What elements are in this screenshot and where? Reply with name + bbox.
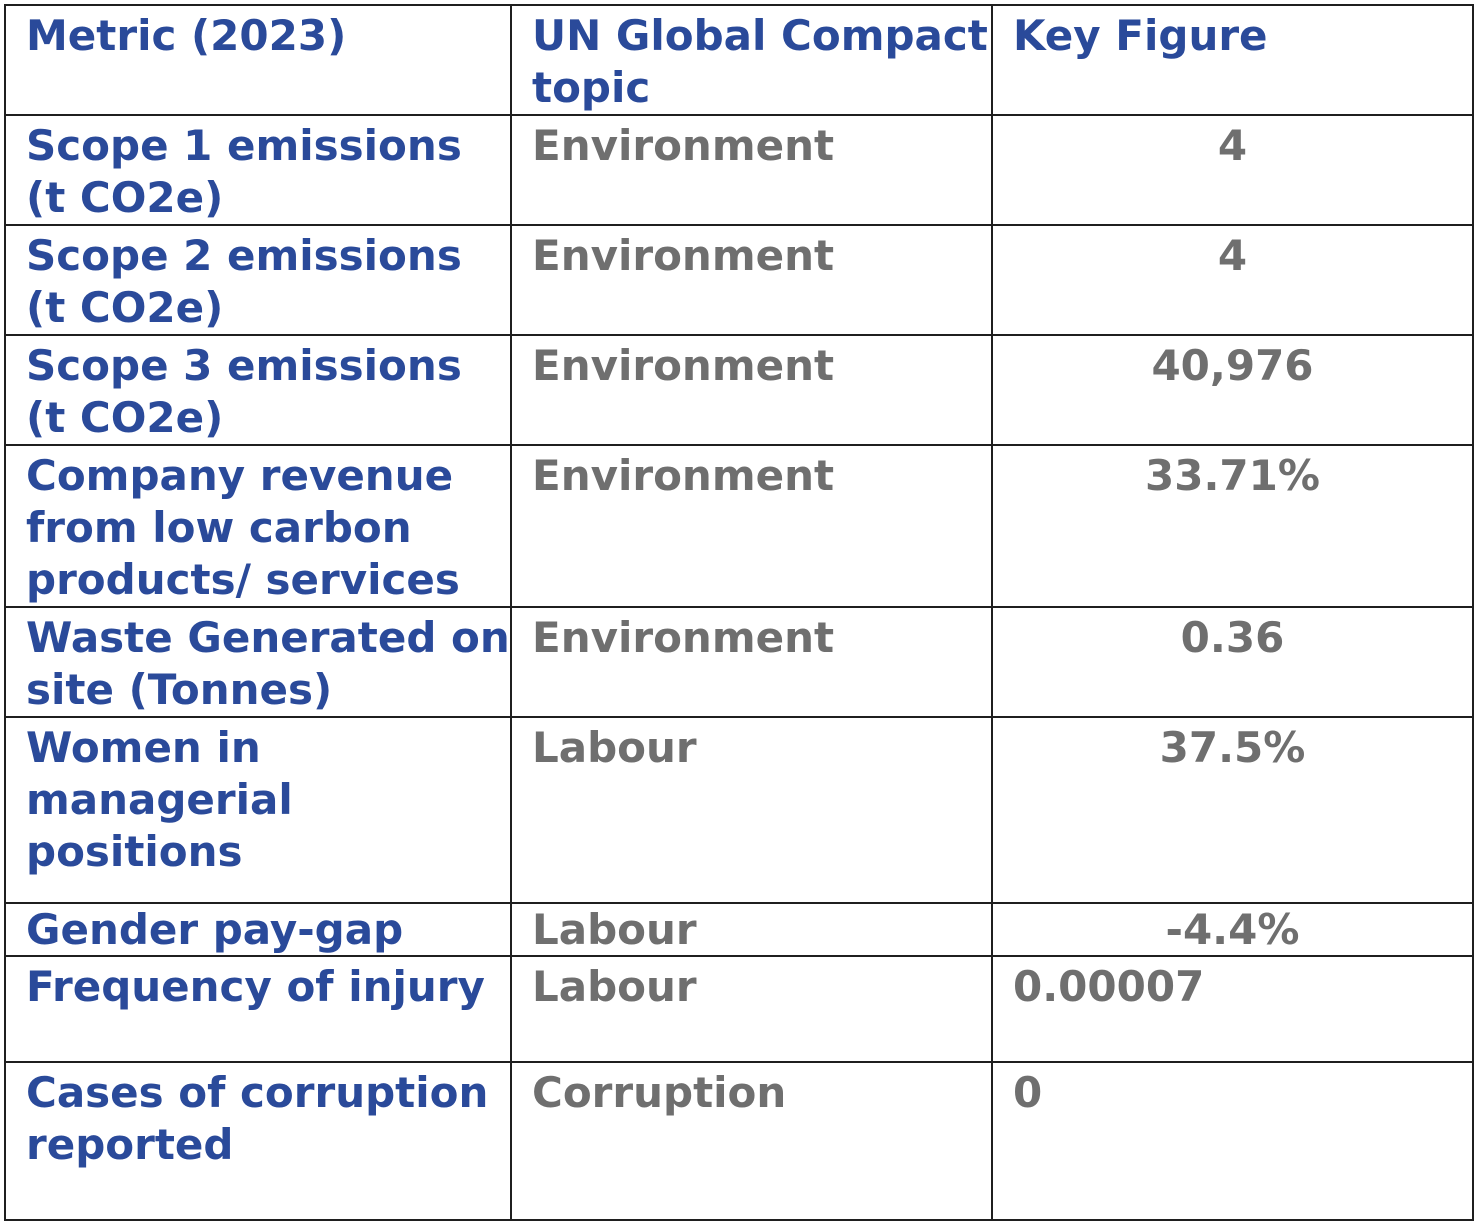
metric-cell: Scope 3 emissions (t CO2e) <box>4 334 512 446</box>
topic-cell: Corruption <box>510 1061 993 1221</box>
key-figure-cell: 33.71% <box>991 444 1474 608</box>
metric-cell: Company revenue from low carbon products… <box>4 444 512 608</box>
header-topic: UN Global Compact topic <box>510 4 993 116</box>
esg-metrics-table: Metric (2023) UN Global Compact topic Ke… <box>4 4 1474 1221</box>
table-row: Waste Generated on site (Tonnes) Environ… <box>4 606 1474 718</box>
key-figure-cell: 0.36 <box>991 606 1474 718</box>
key-figure-cell: 40,976 <box>991 334 1474 446</box>
topic-cell: Environment <box>510 606 993 718</box>
topic-cell: Environment <box>510 444 993 608</box>
topic-cell: Labour <box>510 902 993 957</box>
table-row: Gender pay-gap Labour -4.4% <box>4 902 1474 957</box>
topic-cell: Labour <box>510 716 993 904</box>
table-header-row: Metric (2023) UN Global Compact topic Ke… <box>4 4 1474 116</box>
key-figure-cell: 37.5% <box>991 716 1474 904</box>
table-row: Scope 1 emissions (t CO2e) Environment 4 <box>4 114 1474 226</box>
table-row: Scope 3 emissions (t CO2e) Environment 4… <box>4 334 1474 446</box>
metric-cell: Women in managerial positions <box>4 716 512 904</box>
metric-cell: Scope 2 emissions (t CO2e) <box>4 224 512 336</box>
table-row: Frequency of injury Labour 0.00007 <box>4 955 1474 1063</box>
table-row: Cases of corruption reported Corruption … <box>4 1061 1474 1221</box>
key-figure-cell: 0.00007 <box>991 955 1474 1063</box>
key-figure-cell: 4 <box>991 224 1474 336</box>
key-figure-cell: 0 <box>991 1061 1474 1221</box>
table-row: Women in managerial positions Labour 37.… <box>4 716 1474 904</box>
header-metric: Metric (2023) <box>4 4 512 116</box>
topic-cell: Environment <box>510 114 993 226</box>
topic-cell: Environment <box>510 334 993 446</box>
topic-cell: Environment <box>510 224 993 336</box>
metric-cell: Frequency of injury <box>4 955 512 1063</box>
key-figure-cell: -4.4% <box>991 902 1474 957</box>
metric-cell: Cases of corruption reported <box>4 1061 512 1221</box>
table-row: Company revenue from low carbon products… <box>4 444 1474 608</box>
header-key-figure: Key Figure <box>991 4 1474 116</box>
topic-cell: Labour <box>510 955 993 1063</box>
key-figure-cell: 4 <box>991 114 1474 226</box>
metric-cell: Scope 1 emissions (t CO2e) <box>4 114 512 226</box>
table-row: Scope 2 emissions (t CO2e) Environment 4 <box>4 224 1474 336</box>
metric-cell: Gender pay-gap <box>4 902 512 957</box>
metric-cell: Waste Generated on site (Tonnes) <box>4 606 512 718</box>
